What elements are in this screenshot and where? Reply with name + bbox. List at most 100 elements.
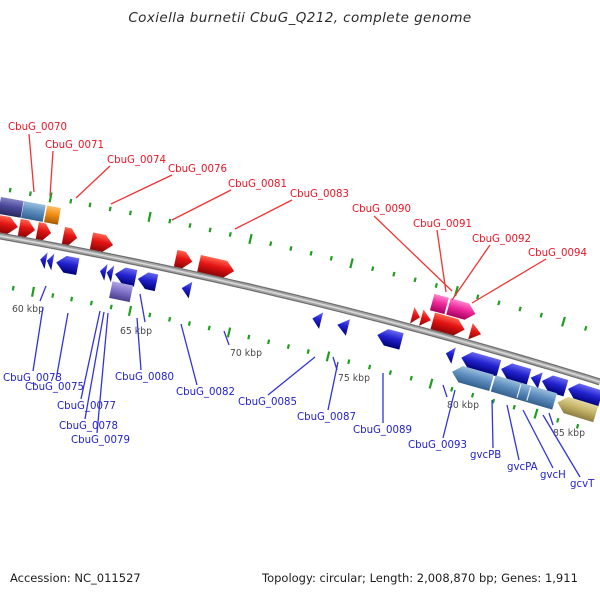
scale-tick-minor xyxy=(28,191,32,197)
gene-arrow xyxy=(173,249,193,269)
scale-tick-minor xyxy=(367,364,372,370)
gene-leader-line-forward xyxy=(234,199,293,230)
gene-label-forward: CbuG_0074 xyxy=(107,155,166,166)
scale-tick-minor xyxy=(512,404,516,410)
scale-tick-minor xyxy=(168,316,172,322)
gene-label-reverse: CbuG_0080 xyxy=(115,372,174,383)
gene-arrow xyxy=(89,232,114,252)
gene-leader-line-reverse xyxy=(491,399,494,449)
scale-tick-minor xyxy=(109,304,113,310)
gene-label-forward: CbuG_0071 xyxy=(45,140,104,151)
scale-label: 65 kbp xyxy=(120,326,152,337)
scale-tick-minor xyxy=(187,321,191,327)
gene-arrow xyxy=(44,205,61,225)
gene-leader-line-forward xyxy=(471,258,547,304)
gene-label-reverse: gcvT xyxy=(570,479,595,490)
gene-segment-divider xyxy=(526,386,532,401)
gene-leader-line-forward xyxy=(49,150,54,197)
backbone-line-highlight xyxy=(0,235,600,383)
gene-label-forward: CbuG_0092 xyxy=(472,234,531,245)
gene-label-reverse: gvcH xyxy=(540,470,566,481)
gene-leader-line-reverse xyxy=(96,312,109,434)
page-title: Coxiella burnetii CbuG_Q212, complete ge… xyxy=(128,10,472,26)
scale-tick-major xyxy=(325,351,331,362)
gene-segment-divider xyxy=(516,384,522,398)
scale-tick-minor xyxy=(69,198,73,204)
scale-tick-minor xyxy=(89,300,93,306)
gene-arrow xyxy=(17,218,36,238)
gene-leader-line-forward xyxy=(110,174,173,205)
gene-arrow xyxy=(40,252,55,271)
gene-arrow xyxy=(61,227,78,246)
gene-arrow xyxy=(568,383,600,408)
scale-tick-minor xyxy=(497,300,501,306)
gene-label-reverse: CbuG_0082 xyxy=(176,387,235,398)
scale-tick-minor xyxy=(247,334,251,340)
scale-tick-major xyxy=(349,258,354,269)
gene-arrow xyxy=(56,255,80,276)
scale-tick-minor xyxy=(88,202,92,208)
gene-arrow xyxy=(530,372,543,389)
gene-leader-line-reverse xyxy=(136,317,142,371)
gene-leader-line-forward xyxy=(436,229,447,293)
gene-arrow xyxy=(452,365,494,392)
scale-label: 85 kbp xyxy=(553,428,585,439)
gene-arrow xyxy=(197,254,235,278)
scale-tick-minor xyxy=(413,277,417,283)
gene-arrow xyxy=(100,263,115,282)
gene-arrow xyxy=(461,351,502,377)
scale-tick-minor xyxy=(267,339,271,345)
gene-label-forward: CbuG_0083 xyxy=(290,189,349,200)
gene-arrow xyxy=(115,267,138,287)
gene-arrow xyxy=(445,347,456,364)
scale-tick-minor xyxy=(70,296,74,302)
scale-tick-minor xyxy=(309,250,313,256)
gene-label-forward: CbuG_0081 xyxy=(228,179,287,190)
scale-tick-minor xyxy=(470,392,475,398)
gene-arrow xyxy=(419,309,431,326)
scale-tick-minor xyxy=(207,325,211,331)
scale-tick-major xyxy=(428,378,434,389)
scale-tick-major xyxy=(226,327,232,338)
gene-label-reverse: CbuG_0077 xyxy=(57,401,116,412)
gene-leader-line-reverse xyxy=(327,361,339,411)
gene-arrow xyxy=(557,396,599,423)
scale-tick-line xyxy=(548,412,554,426)
gene-arrow xyxy=(35,222,52,241)
scale-tick-major xyxy=(248,233,253,245)
scale-tick-minor xyxy=(388,370,393,376)
scale-tick-minor xyxy=(556,417,560,423)
gene-leader-line-reverse xyxy=(542,414,581,478)
scale-tick-major xyxy=(454,285,459,297)
scale-tick-minor xyxy=(128,210,132,216)
scale-tick-minor xyxy=(208,227,212,233)
gene-arrow xyxy=(490,375,557,410)
scale-tick-major xyxy=(127,305,133,317)
gene-label-forward: CbuG_0076 xyxy=(168,164,227,175)
scale-tick-minor xyxy=(434,283,438,288)
gene-label-reverse: CbuG_0093 xyxy=(408,440,467,451)
gene-label-reverse: gvcPA xyxy=(507,462,538,473)
gene-label-forward: CbuG_0070 xyxy=(8,122,67,133)
gene-label-reverse: CbuG_0075 xyxy=(25,382,84,393)
gene-leader-line-reverse xyxy=(180,323,198,386)
gene-label-reverse: CbuG_0087 xyxy=(297,412,356,423)
genome-stats-text: Topology: circular; Length: 2,008,870 bp… xyxy=(262,571,578,585)
gene-arrow xyxy=(410,307,420,324)
scale-tick-major xyxy=(561,316,566,327)
scale-tick-line xyxy=(442,384,448,398)
scale-tick-minor xyxy=(289,246,293,251)
gene-label-reverse: CbuG_0078 xyxy=(59,421,118,432)
scale-tick-minor xyxy=(51,293,55,298)
gene-leader-line-reverse xyxy=(55,312,69,381)
scale-tick-line xyxy=(223,330,230,346)
scale-tick-minor xyxy=(409,375,413,381)
scale-tick-minor xyxy=(228,231,232,237)
scale-tick-minor xyxy=(11,285,15,291)
scale-tick-minor xyxy=(575,423,580,429)
scale-tick-minor xyxy=(392,271,396,277)
scale-tick-major xyxy=(147,211,152,223)
